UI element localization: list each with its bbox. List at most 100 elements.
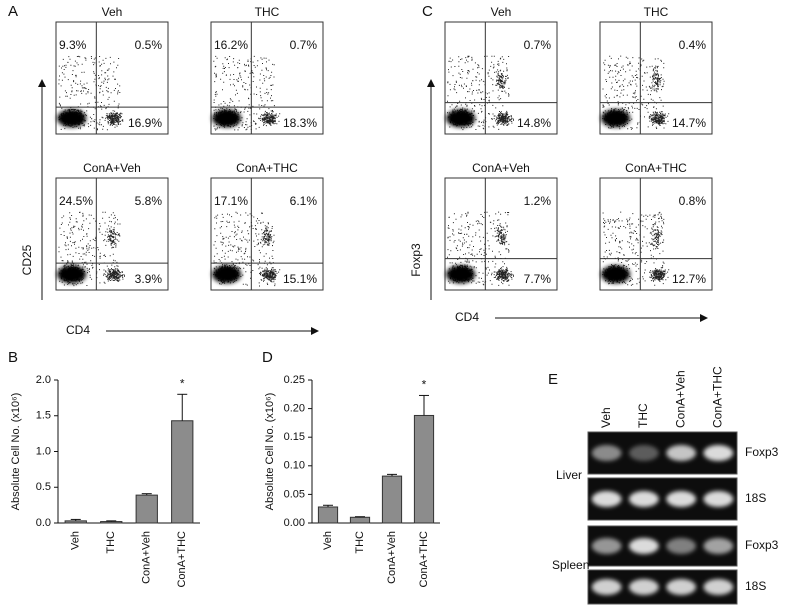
event-density <box>212 265 242 284</box>
gel-band <box>628 579 659 595</box>
plot-title: THC <box>255 5 280 19</box>
quadrant-percent: 18.3% <box>283 116 317 130</box>
event-density <box>601 109 631 128</box>
gel-band <box>703 491 734 507</box>
x-tick-label: THC <box>354 531 366 554</box>
event-dots <box>58 55 124 131</box>
gel-band <box>666 579 697 595</box>
x-tick-label: ConA+THC <box>176 531 188 588</box>
y-axis-label: Absolute Cell No. (x10⁶) <box>10 393 22 511</box>
event-dots <box>447 211 514 286</box>
bar <box>317 506 339 524</box>
y-tick-label: 2.0 <box>36 374 51 386</box>
y-tick-label: 1.5 <box>36 410 51 422</box>
error-bar <box>419 394 429 416</box>
y-tick-label: 0.20 <box>284 403 305 415</box>
y-axis-label: Absolute Cell No. (x10⁶) <box>264 393 276 511</box>
bar <box>381 475 403 524</box>
panel-label: D <box>262 349 273 366</box>
quadrant-percent: 0.5% <box>135 38 163 52</box>
bar <box>171 420 194 524</box>
y-axis-label: Foxp3 <box>409 243 423 277</box>
panel-label: C <box>422 3 433 20</box>
panel-label: B <box>8 349 18 366</box>
y-tick-label: 0.10 <box>284 460 305 472</box>
bar <box>64 520 87 524</box>
gel-band <box>703 445 734 461</box>
y-tick-label: 0.05 <box>284 488 305 500</box>
significance-mark: * <box>422 378 427 392</box>
lane-label: ConA+THC <box>711 366 725 428</box>
gel-band <box>628 491 659 507</box>
quadrant-percent: 0.7% <box>524 38 552 52</box>
quadrant-percent: 16.2% <box>214 38 248 52</box>
y-tick-label: 0.15 <box>284 431 305 443</box>
y-tick-label: 0.25 <box>284 374 305 386</box>
quadrant-percent: 12.7% <box>672 272 706 286</box>
bar <box>349 516 371 524</box>
tissue-label: Liver <box>556 468 582 482</box>
quadrant-percent: 7.7% <box>524 272 552 286</box>
event-density <box>446 109 476 128</box>
x-tick-label: ConA+THC <box>418 531 430 588</box>
row-label: Foxp3 <box>745 445 779 459</box>
gel-band <box>666 538 697 554</box>
error-bar <box>106 520 117 522</box>
plot-title: ConA+THC <box>625 161 687 175</box>
gel-band <box>591 491 622 507</box>
error-bar <box>387 473 397 477</box>
gel-band <box>591 538 622 554</box>
bar <box>413 414 435 524</box>
quadrant-percent: 0.4% <box>679 38 707 52</box>
x-axis-label: CD4 <box>455 310 479 324</box>
x-tick-label: ConA+Veh <box>386 531 398 584</box>
lane-label: ConA+Veh <box>673 370 687 428</box>
gel-band <box>591 445 622 461</box>
gel-band <box>591 579 622 595</box>
row-label: Foxp3 <box>745 538 779 552</box>
plot-title: THC <box>644 5 669 19</box>
quadrant-percent: 16.9% <box>128 116 162 130</box>
quadrant-percent: 3.9% <box>135 272 163 286</box>
tissue-label: Spleen <box>552 558 589 572</box>
quadrant-percent: 1.2% <box>524 194 552 208</box>
y-tick-label: 0.00 <box>284 517 305 529</box>
error-bar <box>70 518 81 521</box>
x-tick-label: ConA+Veh <box>141 531 153 584</box>
gel-band <box>703 538 734 554</box>
x-axis-label: CD4 <box>66 323 90 337</box>
quadrant-percent: 15.1% <box>283 272 317 286</box>
plot-title: ConA+Veh <box>472 161 530 175</box>
row-label: 18S <box>745 491 766 505</box>
bar <box>100 521 123 524</box>
event-density <box>601 265 631 284</box>
x-tick-label: THC <box>105 531 117 554</box>
gel-band <box>628 445 659 461</box>
lane-label: THC <box>636 403 650 428</box>
error-bar <box>177 393 188 421</box>
x-tick-label: Veh <box>322 531 334 550</box>
event-density <box>57 109 87 128</box>
error-bar <box>141 493 152 496</box>
panel-label: E <box>548 371 558 388</box>
x-tick-label: Veh <box>70 531 82 550</box>
quadrant-percent: 9.3% <box>59 38 87 52</box>
y-tick-label: 1.0 <box>36 445 51 457</box>
quadrant-percent: 6.1% <box>290 194 318 208</box>
plot-title: Veh <box>491 5 512 19</box>
plot-title: ConA+Veh <box>83 161 141 175</box>
y-axis-label: CD25 <box>20 244 34 275</box>
gel-band <box>703 579 734 595</box>
error-bar <box>355 516 365 518</box>
quadrant-percent: 0.7% <box>290 38 318 52</box>
quadrant-percent: 14.8% <box>517 116 551 130</box>
lane-label: Veh <box>599 407 613 428</box>
quadrant-percent: 24.5% <box>59 194 93 208</box>
event-density <box>57 265 87 284</box>
plot-title: Veh <box>102 5 123 19</box>
significance-mark: * <box>180 376 185 390</box>
quadrant-percent: 14.7% <box>672 116 706 130</box>
quadrant-percent: 17.1% <box>214 194 248 208</box>
y-tick-label: 0.0 <box>36 517 51 529</box>
